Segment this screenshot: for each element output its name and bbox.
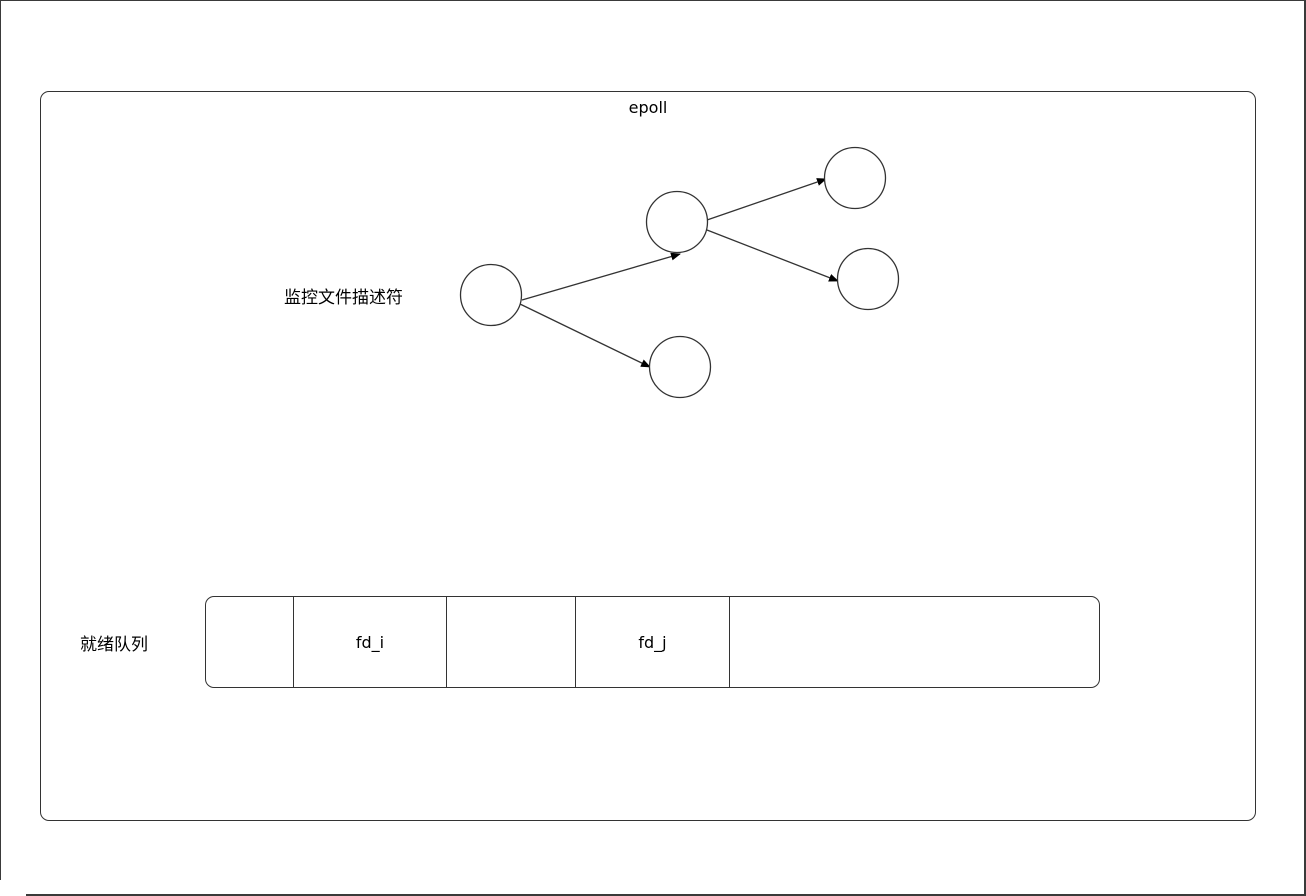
monitored-fds-label: 监控文件描述符 [284,288,403,308]
queue-slot-fd-i[interactable]: fd_i [294,597,447,687]
queue-slot[interactable] [447,597,576,687]
window-edge-top [0,0,1306,1]
ready-queue-label: 就绪队列 [80,635,148,655]
window-edge-bottom [26,894,1306,896]
epoll-title: epoll [628,98,668,117]
queue-slot-fd-j[interactable]: fd_j [576,597,730,687]
queue-slot[interactable] [730,597,1099,687]
queue-slot[interactable] [206,597,294,687]
window-edge-left [0,0,1,880]
window-edge-right [1304,0,1306,896]
ready-queue: fd_i fd_j [205,596,1100,688]
epoll-container[interactable] [40,91,1256,821]
